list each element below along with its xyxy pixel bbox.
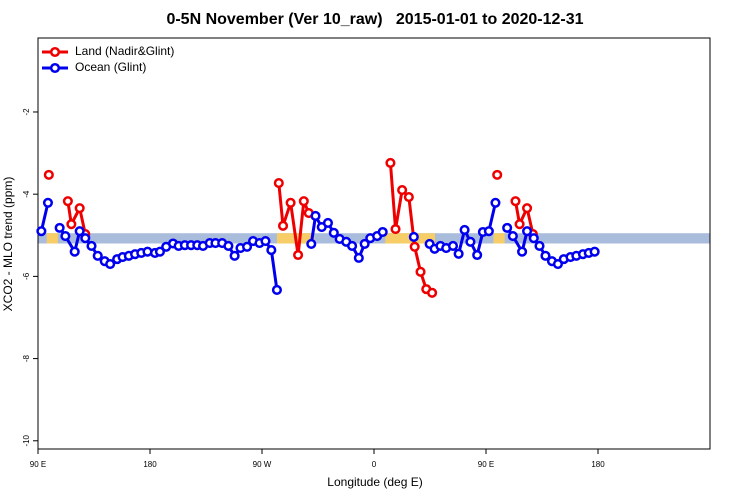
data-point [43,169,54,180]
data-point [459,224,470,235]
chart-title: 0-5N November (Ver 10_raw) 2015-01-01 to… [166,11,583,28]
data-point [483,226,494,237]
data-point [306,238,317,249]
x-tick-label: 0 [372,460,377,469]
data-point [492,169,503,180]
data-point [277,220,289,231]
data-point [260,235,271,247]
data-point [490,197,501,208]
y-tick-label: -8 [22,354,31,362]
data-point [453,248,464,259]
data-point [229,250,240,261]
data-point [266,245,277,256]
legend-label: Ocean (Glint) [75,60,146,74]
data-point [86,240,97,252]
data-point [502,222,513,233]
legend-label: Land (Nadir&Glint) [75,44,174,58]
data-point [390,224,401,235]
data-point [514,219,525,230]
data-point [409,241,420,252]
y-tick-label: -6 [22,272,31,280]
data-point [271,284,282,295]
data-point [42,197,54,208]
x-tick-label: 90 E [478,460,494,469]
x-tick-label: 180 [591,460,605,469]
data-point [105,259,116,270]
data-point [589,246,600,257]
data-point [310,210,321,222]
x-tick-label: 90 E [30,460,46,469]
data-point [359,238,370,249]
data-point [522,203,533,214]
data-point [427,287,438,298]
data-point [242,241,253,252]
data-point [397,185,408,196]
data-point [273,178,284,189]
land-span [493,233,505,244]
data-point [522,226,533,237]
data-point [415,266,426,277]
land-span [46,233,58,244]
data-point [54,222,65,233]
legend-marker [49,46,61,58]
legend-marker [49,62,61,74]
data-point [472,249,483,261]
data-point [465,236,476,247]
x-tick-label: 90 W [253,460,272,469]
data-point [385,157,396,168]
data-point [540,250,551,261]
data-point [92,250,103,261]
x-axis-label: Longitude (deg E) [327,475,422,489]
data-point [69,246,80,257]
data-point [534,240,545,252]
data-point [353,252,364,263]
data-point [80,233,91,244]
data-point [154,246,166,257]
data-point [66,219,77,230]
data-point [408,231,419,242]
data-point [74,226,85,237]
y-tick-label: -4 [22,190,31,198]
x-tick-label: 180 [143,460,157,469]
data-point [74,203,85,214]
data-point [507,231,518,242]
y-axis-label: XCO2 - MLO trend (ppm) [1,177,15,312]
data-point [298,196,309,207]
data-point [517,246,528,257]
y-tick-label: -10 [22,434,31,446]
data-point [328,227,339,238]
data-point [510,196,521,207]
y-tick-label: -2 [22,108,31,116]
data-point [60,231,71,242]
data-point [347,240,358,252]
data-point [403,192,414,203]
data-point [62,196,73,207]
data-point [36,226,47,237]
data-point [447,240,459,252]
series-line [66,162,535,295]
data-point [528,233,539,244]
data-point [377,226,388,238]
data-point [223,240,234,252]
data-point [285,197,296,208]
data-point [293,249,304,261]
data-point [322,217,334,228]
